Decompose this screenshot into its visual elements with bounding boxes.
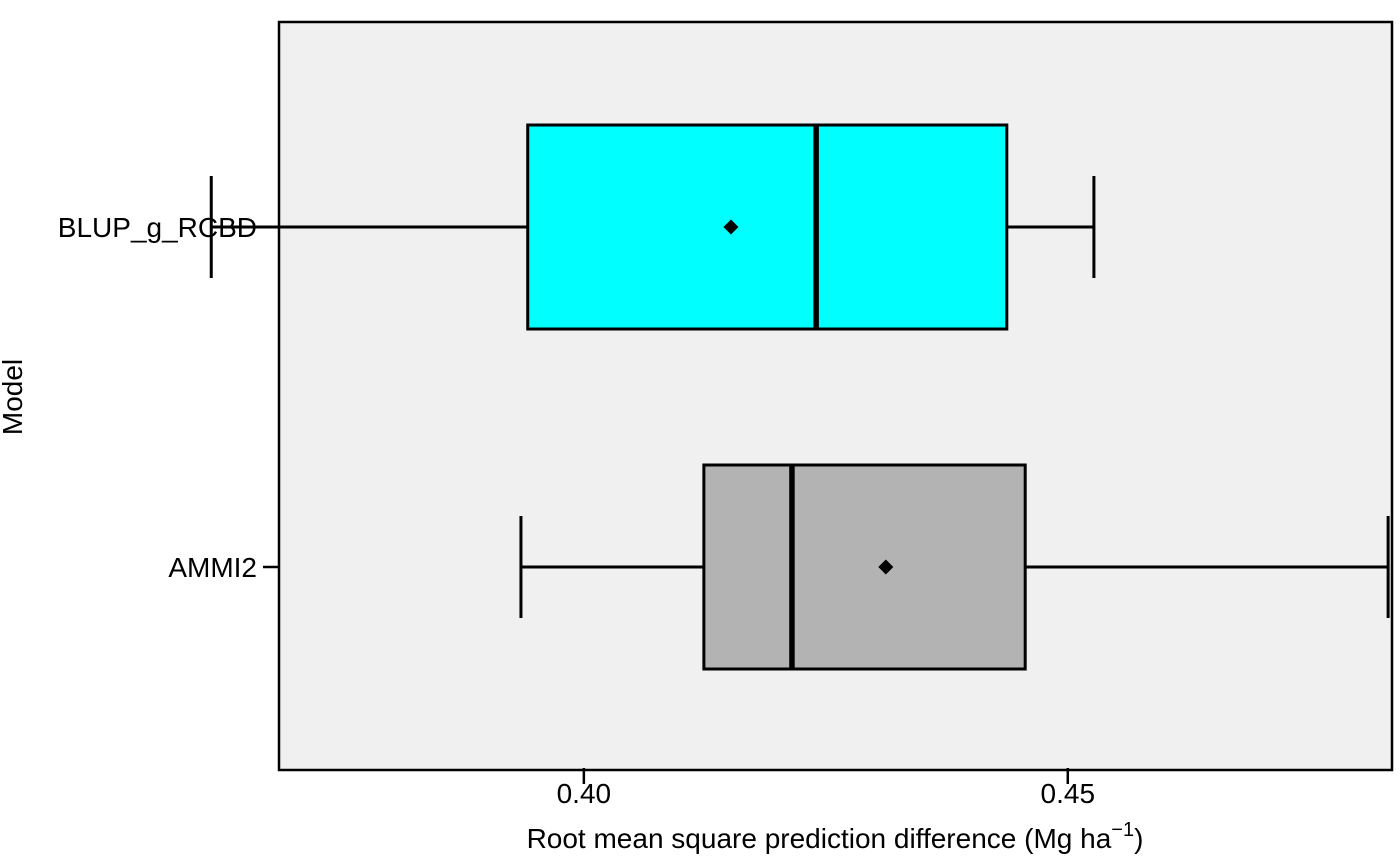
x-axis-label-main: Root mean square prediction difference (… (527, 823, 1112, 854)
iqr-box (526, 123, 1009, 331)
y-axis: BLUP_g_RCBD AMMI2 (58, 212, 279, 583)
x-axis-label-suffix: ) (1134, 823, 1143, 854)
boxes-layer (209, 123, 1390, 671)
x-axis: 0.40 0.45 (557, 768, 1095, 809)
mean-marker (723, 219, 739, 235)
y-tick-label-ammi2: AMMI2 (168, 552, 257, 583)
x-axis-label: Root mean square prediction difference (… (527, 819, 1144, 854)
mean-marker (878, 559, 894, 575)
box-blup-g-rcbd (209, 123, 1096, 331)
y-axis-label: Model (0, 359, 28, 435)
y-tick-label-blup-g-rcbd: BLUP_g_RCBD (58, 212, 257, 243)
box-ammi2 (519, 463, 1390, 671)
x-tick-label: 0.40 (557, 778, 612, 809)
iqr-box (702, 463, 1027, 671)
x-tick-label: 0.45 (1041, 778, 1096, 809)
x-axis-label-superscript: −1 (1111, 819, 1134, 841)
